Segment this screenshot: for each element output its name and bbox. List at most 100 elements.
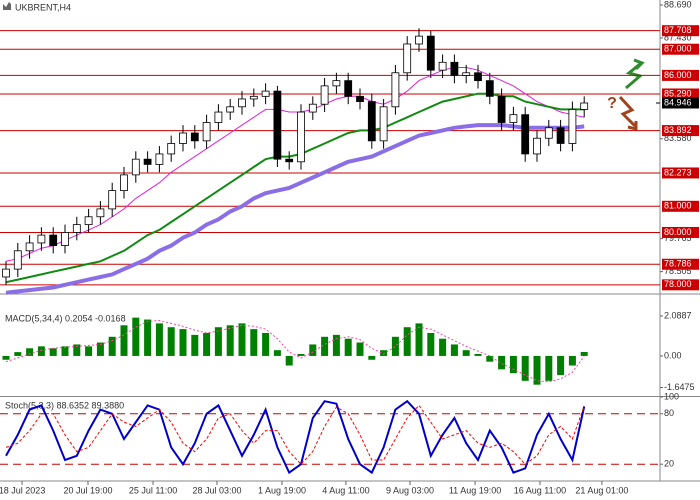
candle-body bbox=[120, 174, 128, 191]
y-tick-label: 79.765 bbox=[664, 233, 692, 243]
y-tick-label: 20 bbox=[664, 459, 674, 469]
candle-body bbox=[2, 268, 10, 278]
macd-bar bbox=[545, 355, 553, 381]
candle-body bbox=[249, 95, 258, 100]
x-tick-label: 16 Aug 11:00 bbox=[514, 485, 566, 495]
level-label: 78.000 bbox=[664, 279, 692, 289]
macd-bar bbox=[226, 325, 234, 356]
macd-bar bbox=[191, 334, 199, 356]
y-tick-label: 100 bbox=[664, 391, 679, 401]
last-price-label: 84.946 bbox=[664, 97, 692, 107]
candle-body bbox=[297, 111, 305, 163]
candle-body bbox=[13, 250, 22, 270]
symbol-icon bbox=[3, 2, 11, 10]
macd-bar bbox=[155, 323, 163, 356]
candle-body bbox=[426, 35, 435, 71]
down-arrow bbox=[618, 95, 637, 128]
candle-body bbox=[261, 90, 270, 97]
x-tick-label: 1 Aug 19:00 bbox=[258, 485, 306, 495]
candle-body bbox=[226, 106, 235, 113]
x-tick-label: 20 Jul 19:00 bbox=[63, 485, 112, 495]
macd-bar bbox=[61, 346, 69, 356]
candle-body bbox=[238, 98, 246, 108]
level-label: 87.000 bbox=[664, 44, 692, 54]
macd-bar bbox=[179, 329, 187, 356]
candle-body bbox=[72, 224, 81, 233]
macd-bar bbox=[415, 323, 423, 356]
macd-bar bbox=[203, 332, 211, 356]
candle-body bbox=[214, 111, 223, 123]
macd-bar bbox=[167, 327, 175, 356]
macd-bar bbox=[2, 355, 10, 360]
candle-body bbox=[509, 114, 518, 123]
candle-body bbox=[108, 190, 117, 210]
macd-bar bbox=[391, 336, 399, 356]
level-box bbox=[662, 200, 699, 212]
candle-body bbox=[320, 85, 329, 105]
macd-bar bbox=[450, 344, 458, 356]
macd-bar bbox=[49, 348, 57, 356]
signal-line bbox=[5, 319, 585, 383]
macd-bar bbox=[297, 354, 305, 356]
y-tick-label: 80 bbox=[664, 408, 674, 418]
x-tick-label: 25 Jul 11:00 bbox=[129, 485, 177, 495]
candle-body bbox=[155, 153, 164, 165]
annotation: ? bbox=[607, 95, 617, 112]
level-box bbox=[662, 258, 699, 270]
candle-body bbox=[367, 101, 376, 142]
macd-bar bbox=[533, 355, 541, 385]
macd-bar bbox=[439, 338, 447, 356]
macd-bar bbox=[26, 348, 34, 356]
y-tick-label: 83.580 bbox=[664, 133, 692, 143]
macd-bar bbox=[262, 332, 270, 356]
level-label: 82.273 bbox=[664, 167, 692, 177]
macd-bar bbox=[37, 346, 45, 356]
y-tick-label: 0.00 bbox=[664, 350, 682, 360]
x-tick-label: 11 Aug 19:00 bbox=[449, 485, 501, 495]
candle-body bbox=[438, 61, 447, 71]
up-arrow bbox=[625, 62, 644, 90]
chart-title: UKBRENT,H4 bbox=[15, 2, 71, 12]
macd-bar bbox=[250, 329, 258, 356]
level-box bbox=[662, 279, 699, 291]
macd-bar bbox=[403, 327, 411, 356]
y-tick-label: 78.505 bbox=[664, 266, 692, 276]
y-tick-label: 88.690 bbox=[664, 0, 692, 9]
candle-body bbox=[485, 80, 494, 97]
macd-bar bbox=[580, 352, 588, 356]
candle-body bbox=[379, 106, 388, 142]
candle-body bbox=[580, 102, 589, 110]
macd-bar bbox=[521, 355, 529, 381]
candle-body bbox=[84, 216, 93, 226]
y-tick-label: -1.6475 bbox=[664, 382, 695, 392]
candle-body bbox=[96, 208, 105, 218]
macd-bar bbox=[120, 325, 128, 356]
candle-body bbox=[332, 80, 341, 87]
macd-bar bbox=[132, 317, 140, 356]
macd-bar bbox=[368, 355, 376, 360]
candle-body bbox=[544, 127, 553, 139]
macd-bar bbox=[14, 352, 22, 356]
candle-body bbox=[202, 122, 211, 142]
x-tick-label: 21 Aug 01:00 bbox=[575, 485, 628, 495]
level-label: 78.786 bbox=[664, 259, 692, 269]
x-tick-label: 4 Aug 11:00 bbox=[322, 485, 369, 495]
candle-body bbox=[308, 103, 317, 113]
macd-bar bbox=[285, 355, 293, 366]
candle-body bbox=[497, 95, 506, 123]
candle-body bbox=[403, 43, 412, 74]
line-series bbox=[5, 67, 585, 262]
line-series bbox=[5, 399, 586, 475]
macd-bar bbox=[486, 355, 494, 362]
level-label: 86.000 bbox=[664, 70, 692, 80]
macd-bar bbox=[144, 319, 152, 356]
down-arrow-head bbox=[627, 121, 638, 131]
x-tick-label: 18 Jul 2023 bbox=[0, 485, 45, 495]
candle-body bbox=[415, 35, 423, 45]
candle-body bbox=[462, 72, 471, 76]
candle-body bbox=[450, 61, 459, 76]
macd-bar bbox=[96, 342, 104, 356]
candle-body bbox=[131, 158, 140, 176]
candle-body bbox=[49, 234, 58, 246]
macd-bar bbox=[214, 327, 222, 356]
